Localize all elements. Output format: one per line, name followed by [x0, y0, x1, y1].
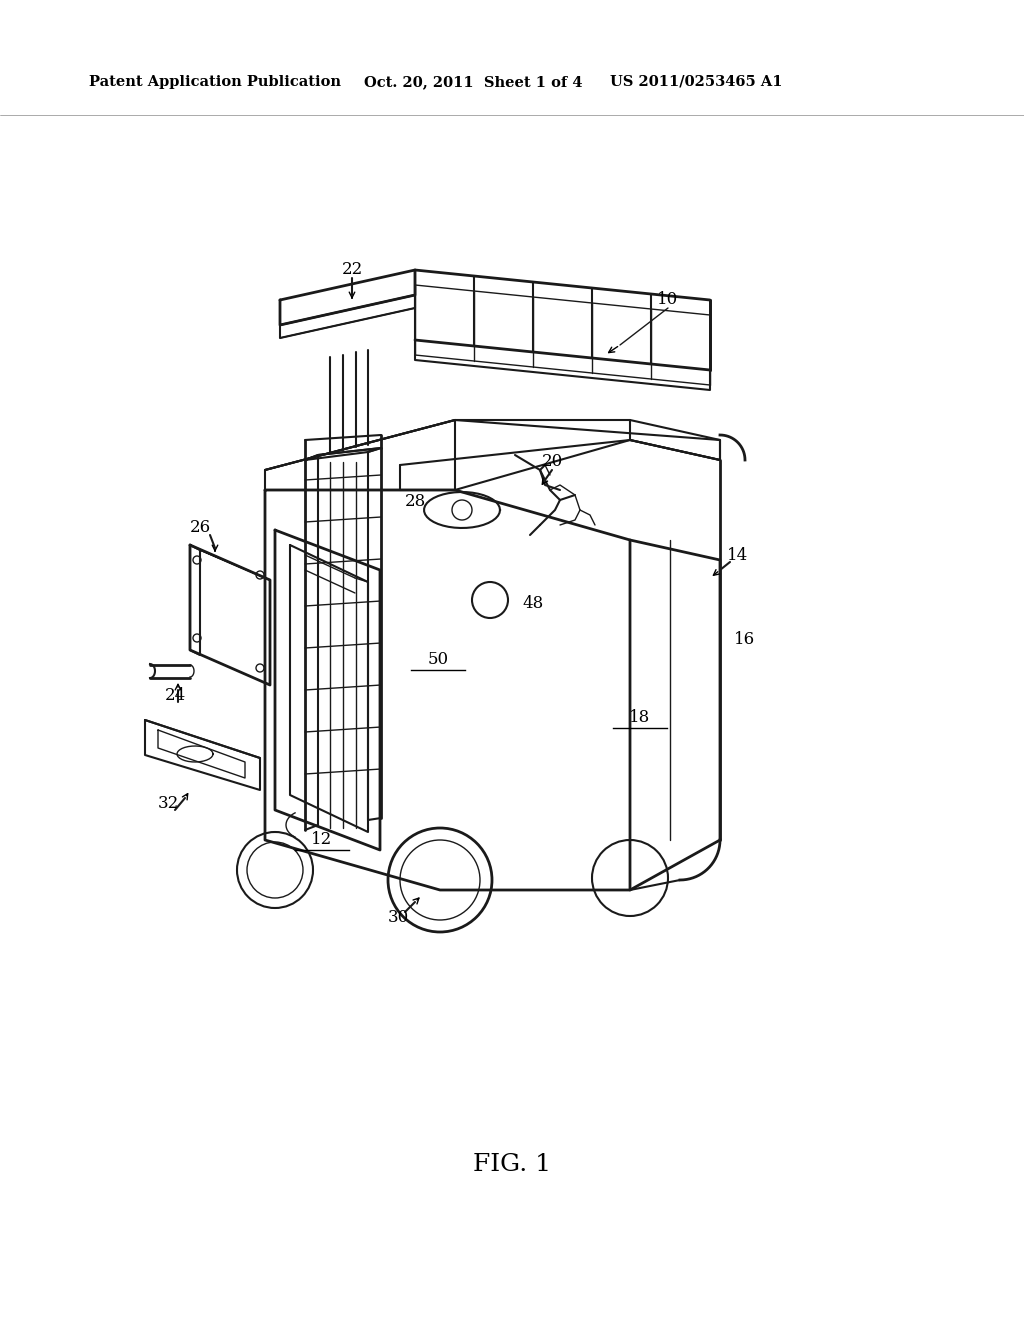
Text: 24: 24	[165, 686, 185, 704]
Text: 32: 32	[158, 795, 178, 812]
Text: 48: 48	[522, 595, 544, 612]
Text: US 2011/0253465 A1: US 2011/0253465 A1	[610, 75, 782, 88]
Text: 28: 28	[404, 494, 426, 511]
Text: 50: 50	[427, 652, 449, 668]
Text: 14: 14	[727, 546, 749, 564]
Text: 18: 18	[630, 710, 650, 726]
Text: 22: 22	[341, 261, 362, 279]
Text: FIG. 1: FIG. 1	[473, 1152, 551, 1176]
Text: 26: 26	[189, 520, 211, 536]
Text: 16: 16	[734, 631, 756, 648]
Text: 20: 20	[542, 454, 562, 470]
Text: 30: 30	[387, 909, 409, 927]
Text: 10: 10	[657, 292, 679, 309]
Text: 12: 12	[311, 832, 333, 849]
Text: Oct. 20, 2011  Sheet 1 of 4: Oct. 20, 2011 Sheet 1 of 4	[364, 75, 582, 88]
Text: Patent Application Publication: Patent Application Publication	[89, 75, 341, 88]
